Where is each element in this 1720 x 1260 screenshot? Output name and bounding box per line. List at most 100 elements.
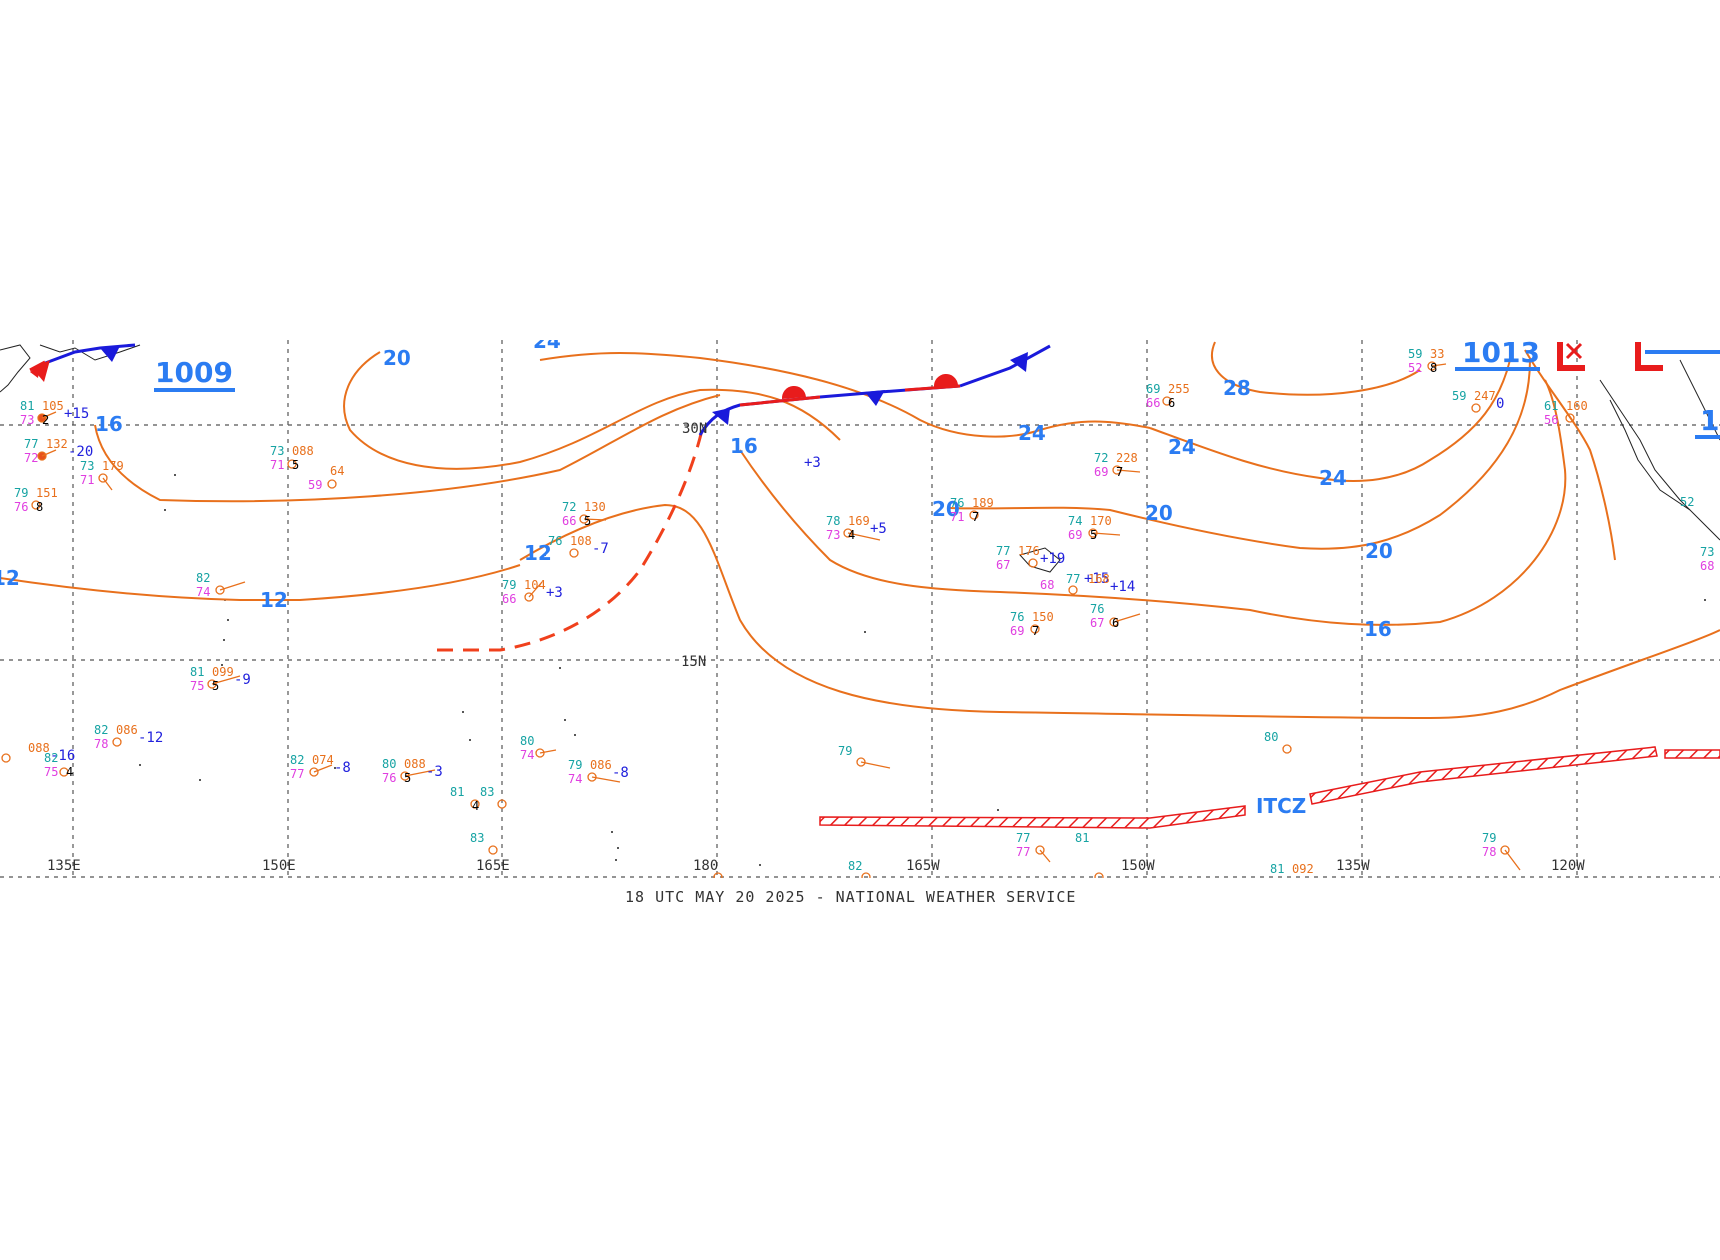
station-temperature: 73 [80, 459, 94, 473]
station-temperature: 52 [1680, 495, 1694, 509]
station-pressure-tendency: -20 [68, 444, 93, 460]
graticule [0, 340, 1720, 878]
station-dewpoint: 77 [1016, 845, 1030, 859]
station-temperature: 80 [382, 757, 396, 771]
station-temperature: 79 [14, 486, 28, 500]
station-pressure: 33 [1430, 347, 1444, 361]
station-pressure-tendency: +14 [1110, 579, 1135, 595]
station-temperature: 80 [520, 734, 534, 748]
station-pressure-tendency: -8 [334, 760, 351, 776]
low-center-value: 1013 [1462, 336, 1540, 369]
station-pressure-tendency: +15 [1084, 571, 1109, 587]
station-pressure: 130 [584, 500, 606, 514]
station-pressure: 228 [1116, 451, 1138, 465]
center-underlines [154, 350, 1720, 439]
station-pressure: 088 [292, 444, 314, 458]
station-visibility: 2 [42, 413, 49, 427]
station-dewpoint: 67 [996, 558, 1010, 572]
station-visibility: 4 [848, 528, 855, 542]
station-temperature: 77 [1016, 831, 1030, 845]
station-temperature: 73 [1700, 545, 1714, 559]
lat-label-15n: 15N [681, 654, 706, 670]
station-dewpoint: 68 [1700, 559, 1714, 573]
station-dewpoint: 78 [94, 737, 108, 751]
station-temperature: 82 [94, 723, 108, 737]
station-dewpoint: 66 [1146, 396, 1160, 410]
latitude-labels: 30N 15N [681, 421, 707, 670]
low-center-value: 1009 [155, 356, 233, 389]
station-dewpoint: 74 [196, 585, 210, 599]
station-dewpoint: 69 [1094, 465, 1108, 479]
station-pressure-tendency: +3 [546, 585, 563, 601]
station-pressure: 132 [46, 437, 68, 451]
coastline [0, 344, 1720, 573]
station-temperature: 81 [1270, 862, 1284, 876]
station-dewpoint: 76 [14, 500, 28, 514]
station-pressure-tendency: -16 [50, 748, 75, 764]
station-pressure-tendency: -9 [234, 672, 251, 688]
station-temperature: 82 [196, 571, 210, 585]
station-pressure-tendency: -3 [426, 764, 443, 780]
station-temperature: 61 [1544, 399, 1558, 413]
isobar-label: 16 [730, 434, 758, 458]
station-visibility: 4 [66, 765, 73, 779]
station-visibility: 5 [292, 458, 299, 472]
station-visibility: 7 [1116, 465, 1123, 479]
station-dewpoint: 74 [520, 748, 534, 762]
station-visibility: 7 [972, 510, 979, 524]
station-pressure: 088 [28, 741, 50, 755]
station-temperature: 76 [1090, 602, 1104, 616]
station-dewpoint: 77 [290, 767, 304, 781]
station-dewpoint: 74 [568, 772, 582, 786]
isobar-bay [1524, 349, 1616, 561]
lon-label: 150W [1121, 858, 1155, 874]
station-temperature: 81 [450, 785, 464, 799]
isobar-1020-central [739, 379, 1567, 626]
station-temperature: 77 [996, 544, 1010, 558]
isobar-label: 20 [1145, 501, 1173, 525]
station-pressure: 189 [972, 496, 994, 510]
station-dewpoint: 71 [80, 473, 94, 487]
station-temperature: 82 [44, 751, 58, 765]
isobar-label: 24 [1168, 435, 1196, 459]
lon-label: 165E [476, 858, 510, 874]
station-temperature: 73 [270, 444, 284, 458]
station-pressure-tendency: +15 [64, 406, 89, 422]
station-temperature: 69 [1146, 382, 1160, 396]
station-temperature: 82 [848, 859, 862, 873]
station-visibility: 5 [404, 771, 411, 785]
station-dewpoint: 78 [1482, 845, 1496, 859]
station-dewpoint: 69 [1010, 624, 1024, 638]
station-pressure: 150 [1032, 610, 1054, 624]
station-temperature: 83 [470, 831, 484, 845]
station-dewpoint: 73 [826, 528, 840, 542]
station-temperature: 76 [1010, 610, 1024, 624]
station-dewpoint: 66 [562, 514, 576, 528]
station-dewpoint: 66 [502, 592, 516, 606]
station-temperature: 79 [1482, 831, 1496, 845]
station-pressure: 151 [36, 486, 58, 500]
station-visibility: 8 [1430, 361, 1437, 375]
isobar-label: 24 [1319, 466, 1347, 490]
isobar-label: 16 [95, 412, 123, 436]
isobar-label: 12 [0, 566, 20, 590]
station-pressure: 179 [102, 459, 124, 473]
map-footer: 18 UTC MAY 20 2025 - NATIONAL WEATHER SE… [625, 888, 1076, 906]
lon-label: 150E [262, 858, 296, 874]
station-pressure: 176 [1018, 544, 1040, 558]
isobar-label: 24 [533, 329, 561, 353]
station-pressure-tendency: 0 [1496, 396, 1504, 412]
station-pressure: 099 [212, 665, 234, 679]
station-temperature: 72 [1094, 451, 1108, 465]
station-temperature: 81 [190, 665, 204, 679]
station-temperature: 79 [502, 578, 516, 592]
longitude-labels: 135E 150E 165E 180 165W 150W 135W 120W [47, 858, 1585, 874]
station-temperature: 76 [950, 496, 964, 510]
station-visibility: 5 [1090, 528, 1097, 542]
islands [139, 474, 1706, 866]
station-dewpoint: 52 [1408, 361, 1422, 375]
station-dewpoint: 73 [20, 413, 34, 427]
station-pressure: 105 [42, 399, 64, 413]
isobar-1012-west [0, 564, 521, 601]
